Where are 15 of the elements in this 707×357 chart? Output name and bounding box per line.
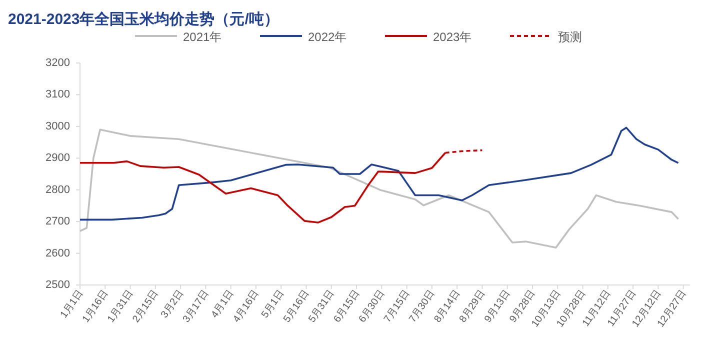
y-tick-label: 2700 (46, 216, 70, 228)
line-series (79, 128, 680, 248)
chart-title: 2021-2023年全国玉米均价走势（元/吨） (8, 11, 279, 28)
y-tick-label: 3100 (46, 88, 70, 101)
y-tick-label: 2600 (46, 247, 70, 260)
y-tick-label: 3200 (46, 57, 70, 69)
y-tick-label: 2800 (46, 184, 70, 196)
legend-label: 2023年 (433, 30, 472, 44)
legend-label: 2021年 (183, 30, 222, 44)
legend-label: 预测 (558, 30, 582, 44)
y-tick-label: 2500 (46, 279, 70, 291)
line-series (79, 126, 680, 221)
y-tick-label: 3000 (46, 120, 70, 132)
y-tick-label: 2900 (46, 152, 70, 164)
legend-label: 2022年 (308, 30, 347, 44)
